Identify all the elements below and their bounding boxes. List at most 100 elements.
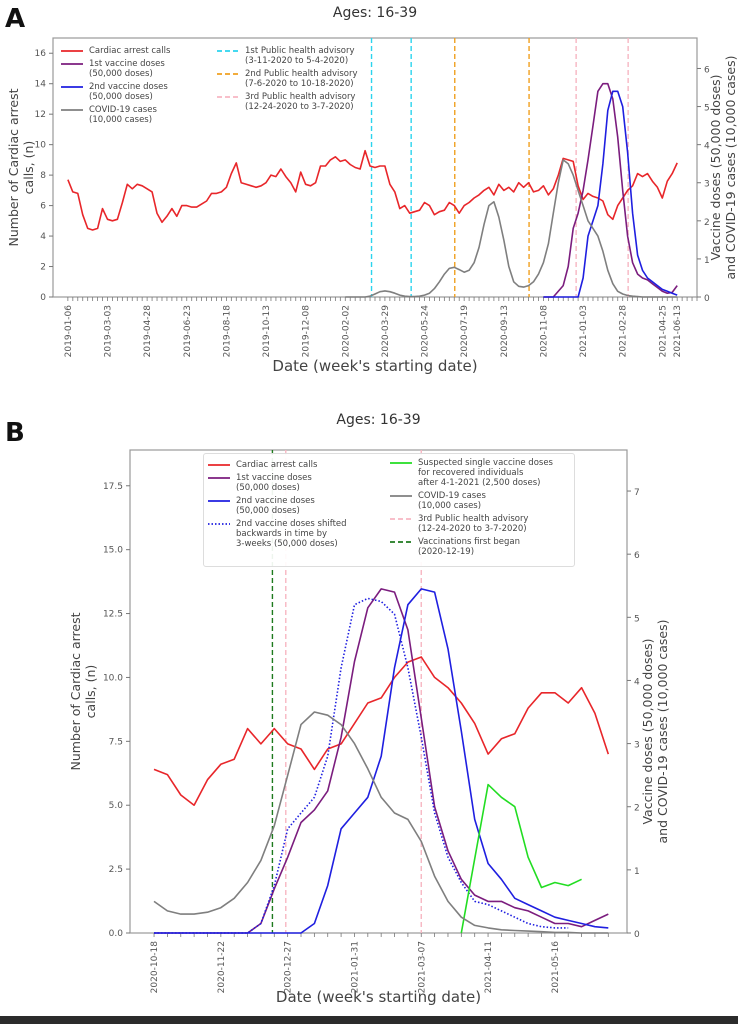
legend-label: 1st Public health advisory (3-11-2020 to… bbox=[245, 46, 355, 66]
y-right-tick-label: 3 bbox=[704, 180, 710, 190]
legend-swatch bbox=[217, 69, 239, 79]
chart-a-legend: Cardiac arrest calls 1st vaccine doses (5… bbox=[57, 43, 358, 127]
legend-entry: Suspected single vaccine doses for recov… bbox=[390, 458, 553, 488]
legend-swatch bbox=[208, 460, 230, 470]
y-tick-label: 12 bbox=[35, 110, 46, 120]
legend-label: 2nd Public health advisory (7-6-2020 to … bbox=[245, 69, 358, 89]
x-axis-label: Date (week's starting date) bbox=[272, 357, 477, 375]
legend-label: Suspected single vaccine doses for recov… bbox=[418, 458, 553, 488]
y-tick-label: 8 bbox=[40, 171, 46, 181]
y-right-tick-label: 2 bbox=[634, 804, 640, 814]
y-tick-label: 15.0 bbox=[103, 546, 123, 556]
y-tick-label: 14 bbox=[35, 80, 47, 90]
legend-label: 3rd Public health advisory (12-24-2020 t… bbox=[245, 92, 356, 112]
screen-bottom-bar bbox=[0, 1016, 738, 1024]
legend-swatch bbox=[217, 46, 239, 56]
x-tick-label: 2020-07-19 bbox=[460, 305, 470, 358]
y-axis-label: calls, (n) bbox=[21, 141, 36, 195]
x-tick-label: 2019-04-28 bbox=[143, 305, 153, 358]
legend-swatch bbox=[61, 46, 83, 56]
chart-b: 0.0 2.5 5.0 7.5 10.0 12.5 15.0 17.5 0 1 2 3 4 5 6 7 2020… bbox=[68, 449, 670, 1006]
legend-swatch bbox=[208, 519, 230, 529]
legend-entry: 2nd vaccine doses (50,000 doses) bbox=[208, 496, 315, 516]
y-tick-label: 17.5 bbox=[103, 482, 123, 492]
x-tick-label: 2019-12-08 bbox=[302, 305, 312, 358]
y-right-tick-label: 4 bbox=[704, 142, 710, 152]
y-tick-label: 0.0 bbox=[109, 929, 124, 939]
x-tick-label: 2020-05-24 bbox=[421, 305, 431, 358]
x-tick-label: 2020-10-18 bbox=[150, 941, 160, 994]
x-tick-label: 2021-01-31 bbox=[350, 941, 360, 993]
x-tick-label: 2021-04-25 bbox=[658, 305, 668, 357]
panel-label-b: B bbox=[5, 418, 25, 448]
legend-swatch bbox=[390, 514, 412, 524]
x-tick-label: 2021-06-13 bbox=[673, 305, 683, 357]
series-2nd-vaccine-doses-50-000-doses bbox=[543, 90, 678, 298]
plot-frame bbox=[129, 449, 628, 934]
x-axis-label: Date (week's starting date) bbox=[276, 988, 481, 1006]
legend-swatch bbox=[208, 473, 230, 483]
legend-label: Cardiac arrest calls bbox=[236, 460, 318, 470]
y-right-axis-label: and COVID-19 cases (10,000 cases) bbox=[723, 55, 738, 279]
y-right-tick-label: 6 bbox=[634, 551, 640, 561]
x-tick-label: 2019-06-23 bbox=[183, 305, 193, 357]
y-right-axis-label: and COVID-19 cases (10,000 cases) bbox=[655, 619, 670, 843]
x-tick-label: 2020-09-13 bbox=[500, 305, 510, 357]
x-tick-label: 2019-10-13 bbox=[262, 305, 272, 357]
y-tick-label: 6 bbox=[40, 202, 46, 212]
x-tick-label: 2020-12-27 bbox=[284, 941, 294, 993]
legend-swatch bbox=[208, 496, 230, 506]
x-tick-label: 2020-11-22 bbox=[217, 941, 227, 993]
y-axis-label: Number of Cardiac arrest bbox=[68, 612, 83, 770]
chart-a-title: Ages: 16-39 bbox=[332, 5, 418, 21]
legend-entry: 1st vaccine doses (50,000 doses) bbox=[208, 473, 312, 493]
legend-label: 1st vaccine doses (50,000 doses) bbox=[89, 59, 165, 79]
x-tick-label: 2019-08-18 bbox=[222, 305, 232, 358]
series-2nd-vaccine-doses-50-000-doses bbox=[154, 588, 609, 934]
y-tick-label: 12.5 bbox=[103, 610, 123, 620]
y-right-tick-label: 1 bbox=[634, 867, 640, 877]
series-suspected-single-vaccine-doses-2-500-doses bbox=[460, 783, 582, 934]
x-tick-label: 2020-11-08 bbox=[539, 305, 549, 358]
y-axis-label: Number of Cardiac arrest bbox=[6, 88, 21, 246]
legend-entry: 1st vaccine doses (50,000 doses) bbox=[61, 59, 165, 79]
legend-entry: COVID-19 cases (10,000 cases) bbox=[61, 105, 157, 125]
y-right-tick-label: 3 bbox=[634, 741, 640, 751]
legend-swatch bbox=[61, 82, 83, 92]
x-tick-label: 2019-03-03 bbox=[103, 305, 113, 357]
y-right-tick-label: 5 bbox=[634, 614, 640, 624]
y-right-tick-label: 0 bbox=[634, 930, 640, 940]
chart-b-title: Ages: 16-39 bbox=[336, 412, 421, 428]
y-tick-label: 2 bbox=[40, 263, 46, 273]
legend-label: COVID-19 cases (10,000 cases) bbox=[418, 491, 486, 511]
series-2nd-vaccine-doses-shifted-3-weeks-50-000-doses bbox=[154, 597, 569, 934]
legend-entry: 3rd Public health advisory (12-24-2020 t… bbox=[390, 514, 528, 534]
legend-entry: Vaccinations first began (2020-12-19) bbox=[390, 537, 520, 557]
x-tick-label: 2021-04-11 bbox=[484, 941, 494, 993]
x-tick-label: 2021-03-07 bbox=[417, 941, 427, 993]
legend-label: 2nd vaccine doses shifted backwards in t… bbox=[236, 519, 347, 549]
legend-label: Vaccinations first began (2020-12-19) bbox=[418, 537, 521, 557]
y-tick-label: 16 bbox=[35, 49, 47, 59]
y-right-axis-label: Vaccine doses (50,000 doses) bbox=[708, 74, 723, 260]
legend-entry: 2nd vaccine doses (50,000 doses) bbox=[61, 82, 168, 102]
series-1st-vaccine-doses-50-000-doses bbox=[154, 588, 609, 934]
panel-label-a: A bbox=[5, 4, 26, 34]
y-right-tick-label: 1 bbox=[704, 256, 710, 266]
legend-entry: Cardiac arrest calls bbox=[208, 460, 317, 470]
y-tick-label: 0 bbox=[40, 293, 46, 303]
series-covid-19-cases-10-000-cases bbox=[153, 711, 609, 934]
series-cardiac-arrest-calls bbox=[153, 656, 610, 807]
y-right-tick-label: 6 bbox=[704, 65, 710, 75]
y-right-tick-label: 5 bbox=[704, 104, 710, 114]
legend-swatch bbox=[217, 92, 239, 102]
legend-entry: 2nd Public health advisory (7-6-2020 to … bbox=[217, 69, 358, 89]
y-right-tick-label: 2 bbox=[704, 218, 710, 228]
series-cardiac-arrest-calls bbox=[67, 149, 678, 231]
x-tick-label: 2020-03-29 bbox=[381, 305, 391, 358]
y-right-axis-label: Vaccine doses (50,000 doses) bbox=[640, 638, 655, 824]
legend-swatch bbox=[61, 59, 83, 69]
legend-label: 3rd Public health advisory (12-24-2020 t… bbox=[418, 514, 529, 534]
legend-swatch bbox=[390, 491, 412, 501]
